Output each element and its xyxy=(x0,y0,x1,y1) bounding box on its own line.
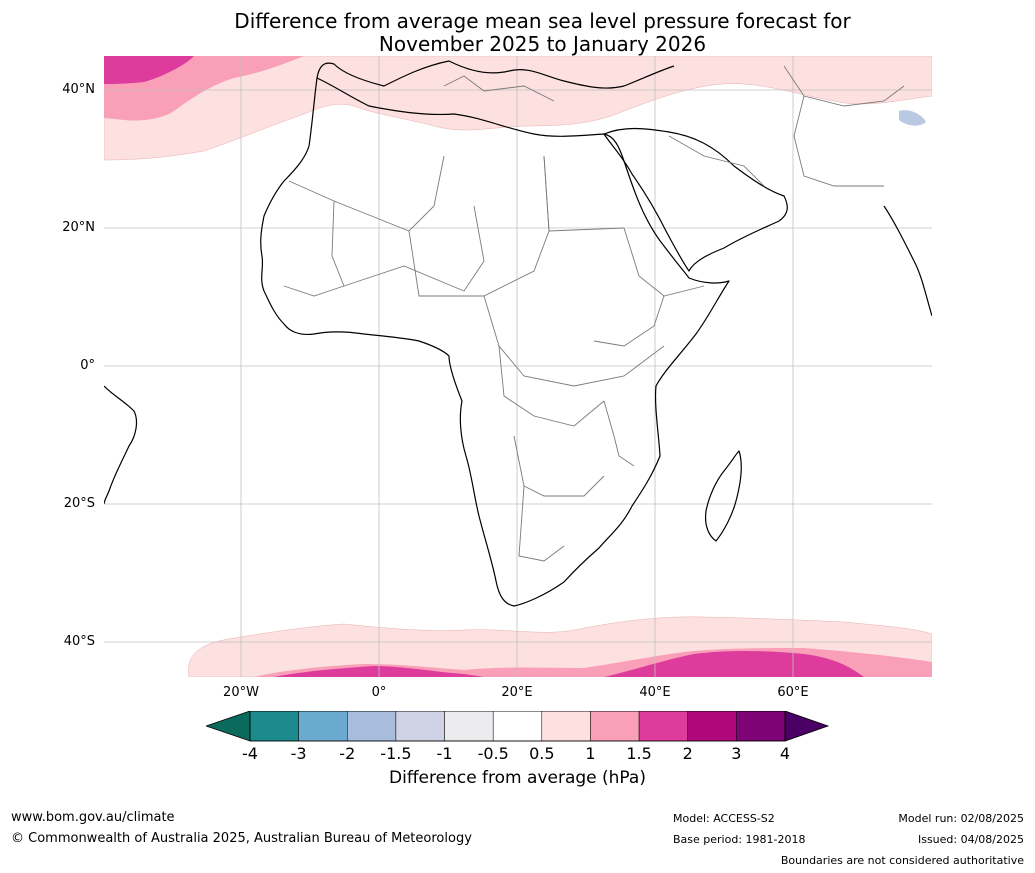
lat-label-20n: 20°N xyxy=(62,220,95,235)
colorbar-tick-label: -1.5 xyxy=(380,744,412,763)
map-title: Difference from average mean sea level p… xyxy=(0,10,1035,56)
colorbar-tick-label: 1.5 xyxy=(626,744,652,763)
title-line-2: November 2025 to January 2026 xyxy=(378,32,707,56)
anomaly-south-high xyxy=(274,651,864,677)
colorbar-cell xyxy=(298,711,348,742)
coast-africa xyxy=(260,77,730,607)
colorbar-cell xyxy=(687,711,737,742)
colorbar-cell xyxy=(444,711,494,742)
colorbar-label: Difference from average (hPa) xyxy=(389,768,646,788)
footer-copyright: © Commonwealth of Australia 2025, Austra… xyxy=(11,831,472,846)
colorbar-tick-label: 2 xyxy=(682,744,693,763)
footer-model-run: Model run: 02/08/2025 xyxy=(898,812,1024,825)
lon-label-20e: 20°E xyxy=(501,685,533,700)
footer-model: Model: ACCESS-S2 xyxy=(673,812,775,825)
footer-disclaimer: Boundaries are not considered authoritat… xyxy=(780,854,1024,867)
lon-label-20w: 20°W xyxy=(223,685,259,700)
graticule xyxy=(104,56,932,677)
colorbar-over-arrow xyxy=(784,711,830,742)
colorbar xyxy=(206,711,830,742)
colorbar-tick-label: 3 xyxy=(731,744,742,763)
map-panel[interactable] xyxy=(104,56,932,677)
coast-europe xyxy=(316,60,675,89)
country-borders xyxy=(283,65,905,562)
anomaly-north-high xyxy=(104,56,194,84)
colorbar-tick-label: 4 xyxy=(779,744,791,763)
coast-india xyxy=(883,205,932,317)
coast-south-america xyxy=(104,385,138,505)
anomaly-north-light xyxy=(104,56,932,161)
colorbar-tick-label: 0.5 xyxy=(529,744,555,763)
lon-label-60e: 60°E xyxy=(777,685,809,700)
footer-issued: Issued: 04/08/2025 xyxy=(917,833,1024,846)
colorbar-tick-label: 1 xyxy=(585,744,596,763)
lon-label-0: 0° xyxy=(371,685,387,700)
colorbar-tick-label: -0.5 xyxy=(477,744,509,763)
footer-base-period: Base period: 1981-2018 xyxy=(673,833,806,846)
colorbar-cell xyxy=(347,711,397,742)
colorbar-cells xyxy=(249,711,786,742)
coastlines xyxy=(104,60,932,607)
colorbar-under-arrow xyxy=(206,711,251,742)
lat-label-40n: 40°N xyxy=(62,82,95,97)
colorbar-cell xyxy=(395,711,445,742)
lat-label-20s: 20°S xyxy=(63,496,95,511)
colorbar-tick-label: -1 xyxy=(436,744,453,763)
colorbar-tick-label: -3 xyxy=(290,744,307,763)
colorbar-cell xyxy=(638,711,688,742)
lon-label-40e: 40°E xyxy=(639,685,671,700)
colorbar-tick-label: -2 xyxy=(339,744,356,763)
colorbar-cell xyxy=(590,711,640,742)
colorbar-cell xyxy=(541,711,591,742)
colorbar-cell xyxy=(736,711,786,742)
coast-arabia xyxy=(603,127,788,272)
colorbar-tick-label: -4 xyxy=(242,744,258,763)
map-svg xyxy=(104,56,932,677)
coast-madagascar xyxy=(704,450,742,542)
colorbar-cell xyxy=(249,711,299,742)
lat-label-40s: 40°S xyxy=(63,634,95,649)
colorbar-cell xyxy=(492,711,543,742)
anomaly-tibet xyxy=(899,110,926,126)
footer-url[interactable]: www.bom.gov.au/climate xyxy=(11,810,175,825)
title-line-1: Difference from average mean sea level p… xyxy=(234,9,851,33)
lat-label-0: 0° xyxy=(80,358,95,373)
